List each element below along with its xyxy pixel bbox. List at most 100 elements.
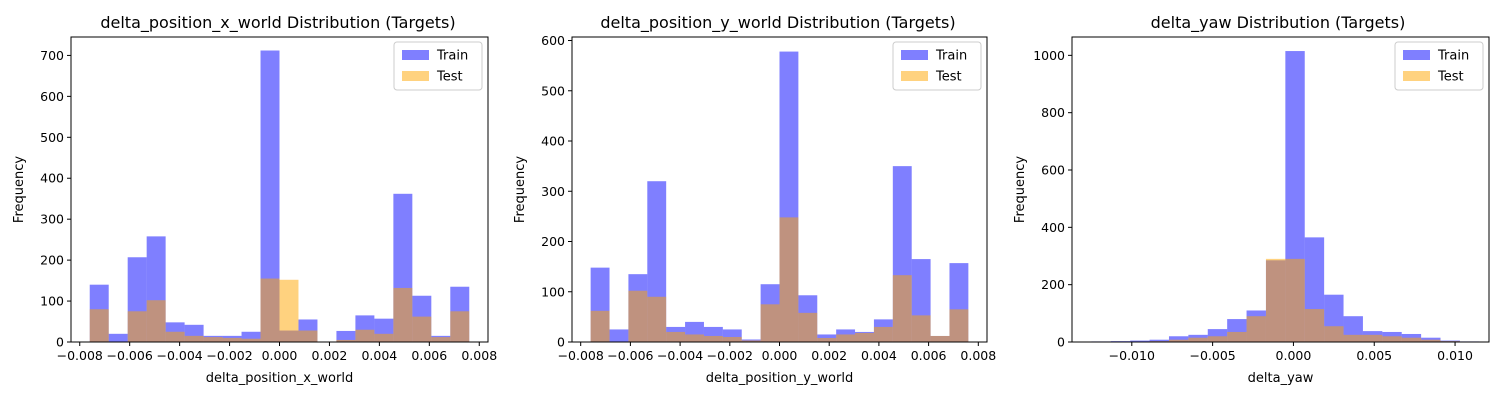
x-tick-label: −0.005 <box>1189 348 1235 363</box>
x-tick-label: −0.008 <box>558 348 604 363</box>
legend-label-test: Test <box>436 70 463 85</box>
bars-group <box>89 50 470 342</box>
legend-swatch-test <box>402 71 429 81</box>
train-bar <box>1130 340 1150 342</box>
test-bar <box>1265 258 1286 342</box>
test-bar <box>628 290 648 342</box>
train-bar <box>260 50 280 342</box>
x-tick-label: 0.006 <box>411 348 447 363</box>
legend-label-train: Train <box>1437 49 1469 64</box>
y-axis-label: Frequency <box>1013 156 1028 223</box>
test-bar <box>222 337 242 342</box>
x-tick-label: −0.006 <box>107 348 153 363</box>
x-tick-label: 0.004 <box>861 348 897 363</box>
test-bar <box>1227 331 1247 342</box>
x-tick-label: 0.010 <box>1437 348 1473 363</box>
test-bar <box>184 335 204 342</box>
test-bar <box>1207 336 1228 342</box>
test-bar <box>355 329 375 342</box>
train-bar <box>1168 336 1189 342</box>
test-bar <box>374 333 394 342</box>
chart-title: delta_position_x_world Distribution (Tar… <box>100 13 455 33</box>
y-tick-label: 400 <box>1041 220 1065 235</box>
train-bar <box>336 330 356 342</box>
test-bar <box>1246 316 1266 342</box>
chart-panel-2: −0.008 −0.006 −0.004 −0.002 0.000 0.002 0.004 0… <box>513 13 996 386</box>
x-tick-label: −0.002 <box>206 348 252 363</box>
legend-swatch-test <box>1403 71 1430 81</box>
test-bar <box>203 337 223 342</box>
test-bar <box>666 331 686 342</box>
test-bar <box>450 311 470 342</box>
legend-swatch-train <box>402 50 429 60</box>
chart-panel-1: −0.008 −0.006 −0.004 −0.002 0.000 0.002 0.004 0… <box>12 13 497 386</box>
test-bar <box>590 310 610 342</box>
test-bar <box>741 340 761 342</box>
test-bar <box>892 275 912 342</box>
legend-label-test: Test <box>1437 70 1464 85</box>
bars-group <box>590 51 969 342</box>
y-tick-label: 200 <box>40 253 64 268</box>
x-tick-label: 0.004 <box>361 348 397 363</box>
y-tick-label: 800 <box>1041 105 1065 120</box>
legend-swatch-train <box>901 50 928 60</box>
x-tick-label: 0.000 <box>762 348 798 363</box>
y-tick-label: 0 <box>56 335 64 350</box>
x-tick-label: −0.004 <box>156 348 202 363</box>
test-bar <box>911 315 931 342</box>
test-bar <box>855 332 874 342</box>
train-bar <box>609 329 629 342</box>
test-bar <box>260 278 280 342</box>
y-tick-label: 400 <box>541 134 565 149</box>
y-tick-label: 600 <box>1041 163 1065 178</box>
legend-label-train: Train <box>935 49 967 64</box>
test-bar <box>336 339 356 342</box>
test-bar <box>1188 337 1208 342</box>
test-bar <box>1362 334 1383 342</box>
test-bar <box>146 300 166 342</box>
bars-group <box>1091 51 1480 342</box>
legend: Train Test <box>393 41 483 91</box>
x-tick-label: −0.008 <box>57 348 103 363</box>
test-bar <box>930 335 950 342</box>
y-tick-label: 600 <box>40 89 64 104</box>
test-bar <box>817 337 837 342</box>
test-bar <box>760 304 780 342</box>
test-bar <box>949 309 969 342</box>
x-tick-label: −0.002 <box>707 348 753 363</box>
test-bar <box>1324 326 1344 342</box>
test-bar <box>703 335 723 342</box>
test-bar <box>1343 334 1363 342</box>
y-tick-label: 300 <box>40 212 64 227</box>
test-bar <box>127 311 147 342</box>
x-axis-label: delta_position_x_world <box>206 371 353 386</box>
y-tick-label: 500 <box>541 83 565 98</box>
test-bar <box>722 336 742 342</box>
legend-label-train: Train <box>436 49 468 64</box>
test-bar <box>1421 339 1441 342</box>
legend: Train Test <box>1394 41 1484 91</box>
x-tick-label: 0.002 <box>312 348 348 363</box>
chart-title: delta_yaw Distribution (Targets) <box>1151 13 1406 33</box>
y-axis-label: Frequency <box>12 156 27 223</box>
x-tick-label: 0.000 <box>1276 348 1312 363</box>
y-axis-label: Frequency <box>513 156 528 223</box>
test-bar <box>431 337 451 342</box>
x-tick-label: −0.004 <box>657 348 703 363</box>
x-axis-label: delta_position_y_world <box>706 371 853 386</box>
legend: Train Test <box>892 41 982 91</box>
test-bar <box>685 334 704 342</box>
x-tick-label: 0.008 <box>960 348 996 363</box>
y-tick-label: 100 <box>541 284 565 299</box>
test-bar <box>873 326 893 342</box>
chart-title: delta_position_y_world Distribution (Tar… <box>600 13 955 33</box>
chart-panel-3: −0.010 −0.005 0.000 0.005 0.010 0 200 400 600 800… <box>1013 13 1490 386</box>
x-tick-label: −0.006 <box>607 348 653 363</box>
x-tick-label: 0.000 <box>262 348 298 363</box>
y-tick-label: 600 <box>541 33 565 48</box>
test-bar <box>279 279 299 342</box>
x-tick-label: −0.010 <box>1109 348 1155 363</box>
train-bar <box>108 333 128 342</box>
y-tick-label: 300 <box>541 184 565 199</box>
